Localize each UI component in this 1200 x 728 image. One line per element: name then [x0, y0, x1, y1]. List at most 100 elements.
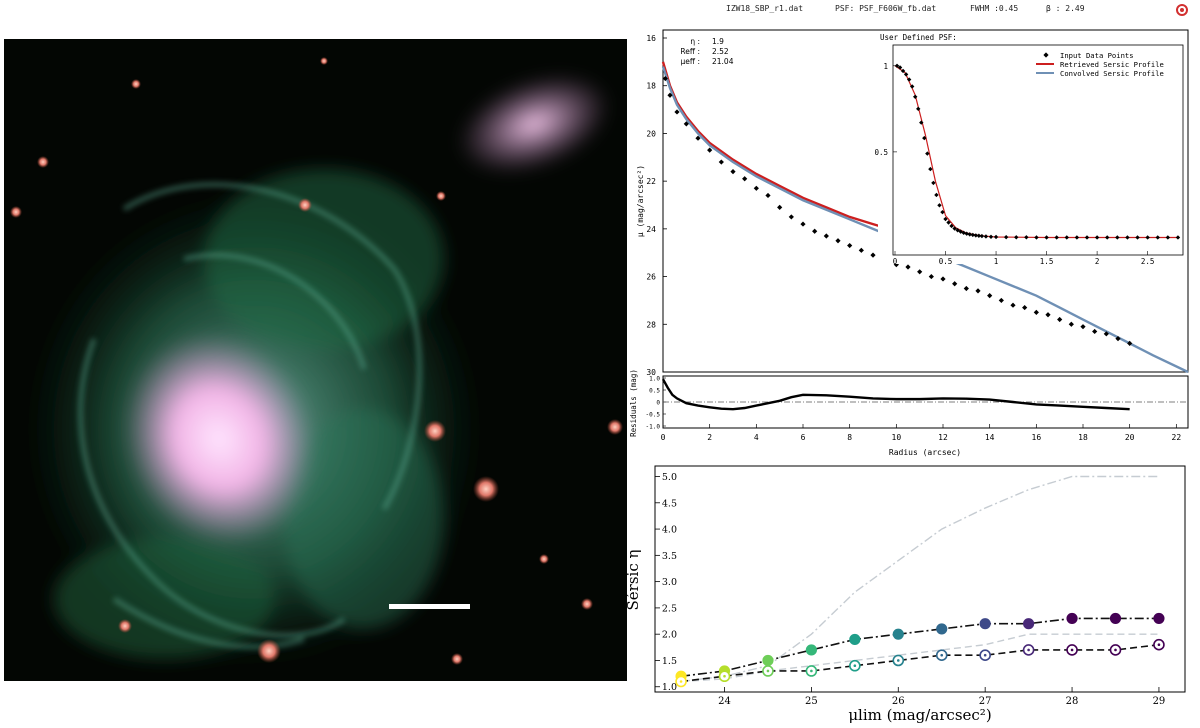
- psf-data-point: [1014, 235, 1019, 240]
- sb-data-point: [987, 293, 993, 299]
- eta-line-1: [680, 643, 1160, 683]
- psf-xtick-label: 2.5: [1141, 257, 1155, 266]
- sb-data-point: [1127, 340, 1133, 346]
- eta-line-3: [681, 633, 1159, 683]
- psf-data-point: [979, 233, 985, 239]
- psf-data-point: [973, 233, 979, 238]
- galaxy-image-canvas: [4, 39, 627, 681]
- psf-data-point: [983, 234, 989, 239]
- res-xtick-label: 20: [1125, 433, 1135, 442]
- eta-xtick-label: 28: [1066, 696, 1079, 707]
- psf-data-point: [946, 220, 951, 225]
- eta-line-2: [680, 475, 1159, 683]
- psf-xtick-label: 1: [994, 257, 999, 266]
- psf-data-point: [1094, 235, 1100, 240]
- sb-data-point: [662, 75, 668, 82]
- eta-point-open-center: [723, 674, 726, 678]
- sb-data-point: [718, 159, 724, 165]
- sb-data-point: [1022, 304, 1028, 311]
- res-ytick-label: -1.0: [646, 424, 661, 431]
- header-file: IZW18_SBP_r1.dat: [726, 4, 804, 13]
- psf-data-point: [949, 223, 954, 229]
- res-xtick-label: 4: [754, 433, 759, 442]
- psf-data-point: [988, 234, 994, 239]
- psf-xtick-label: 2: [1095, 257, 1100, 266]
- eta-xtick-label: 26: [892, 696, 905, 707]
- psf-data-point: [1024, 235, 1029, 240]
- sb-data-point: [998, 297, 1004, 304]
- eta-point-filled: [979, 618, 991, 630]
- psf-data-point: [1145, 235, 1150, 240]
- sb-curve-1: [661, 61, 897, 233]
- fit-header: IZW18_SBP_r1.dat PSF: PSF_F606W_fb.dat F…: [660, 4, 1180, 18]
- psf-data-point: [928, 166, 933, 172]
- eta-point-filled: [892, 628, 904, 640]
- psf-data-point: [937, 203, 942, 208]
- sb-data-point: [800, 221, 806, 227]
- psf-data-point: [1003, 234, 1009, 240]
- sb-ytick-label: 18: [646, 82, 656, 91]
- psf-data-point: [1105, 235, 1110, 240]
- galaxy-filaments: [78, 182, 422, 650]
- sb-data-point: [823, 233, 829, 239]
- residuals-panel: Residuals (mag) Radius (arcsec) 0 2 4 6 8 10 1…: [629, 369, 1189, 457]
- background-sources: [10, 57, 623, 665]
- psf-data-point: [1034, 235, 1039, 240]
- sb-data-point: [1057, 316, 1063, 323]
- psf-data-point: [964, 231, 969, 236]
- sb-data-point: [975, 288, 981, 294]
- sb-data-point: [835, 238, 841, 244]
- sb-data-point: [1045, 312, 1051, 318]
- companion-galaxy: [457, 73, 611, 175]
- param-mueff-label: μeff :: [681, 57, 700, 66]
- psf-data-point: [1165, 235, 1171, 240]
- legend-label: Convolved Sersic Profile: [1060, 69, 1164, 78]
- sb-data-point: [753, 185, 759, 191]
- eta-point-open-center: [896, 659, 900, 662]
- sb-data-point: [905, 264, 911, 270]
- param-mueff-value: 21.04: [712, 57, 734, 66]
- psf-data-point: [940, 209, 945, 215]
- sb-data-point: [674, 109, 680, 115]
- psf-data-point: [967, 232, 972, 237]
- psf-frame: [892, 44, 1184, 256]
- eta-point-filled: [1066, 612, 1078, 625]
- param-reff-value: 2.52: [712, 47, 729, 56]
- eta-ytick-label: 4.5: [662, 498, 677, 509]
- galaxy-image: [4, 39, 627, 681]
- eta-point-open-center: [810, 669, 813, 673]
- sb-ytick-label: 28: [646, 320, 656, 329]
- sb-data-point: [730, 169, 736, 175]
- header-beta: β : 2.49: [1046, 4, 1085, 13]
- res-xtick-label: 16: [1032, 433, 1042, 442]
- sb-ytick-label: 24: [646, 225, 656, 234]
- psf-data-point: [900, 68, 906, 74]
- psf-data-point: [906, 77, 912, 82]
- psf-data-point: [909, 84, 915, 89]
- psf-xtick-label: 0: [893, 257, 898, 266]
- sb-data-point: [765, 192, 771, 199]
- sb-ytick-label: 16: [646, 34, 656, 43]
- eta-ytick-label: 3.0: [662, 577, 677, 588]
- eta-point-filled: [936, 623, 948, 635]
- psf-data-point: [916, 106, 921, 112]
- record-button[interactable]: [1176, 4, 1188, 16]
- fit-params: η : 1.9 Reff : 2.52 μeff : 21.04: [680, 37, 733, 66]
- param-eta-label: η :: [690, 37, 700, 46]
- psf-data-point: [934, 192, 939, 198]
- eta-point-open-center: [766, 669, 770, 673]
- sb-data-point: [847, 242, 853, 249]
- eta-xlabel: μlim (mag/arcsec²): [848, 706, 991, 724]
- sb-data-point: [695, 135, 701, 141]
- psf-data-point: [961, 230, 966, 236]
- eta-ytick-label: 2.0: [662, 630, 677, 641]
- eta-line-0: [680, 617, 1159, 678]
- eta-ytick-label: 4.0: [662, 525, 677, 536]
- psf-data-point: [993, 234, 999, 240]
- psf-data-point: [952, 226, 957, 231]
- res-xtick-label: 0: [661, 433, 666, 442]
- sb-data-point: [858, 247, 864, 253]
